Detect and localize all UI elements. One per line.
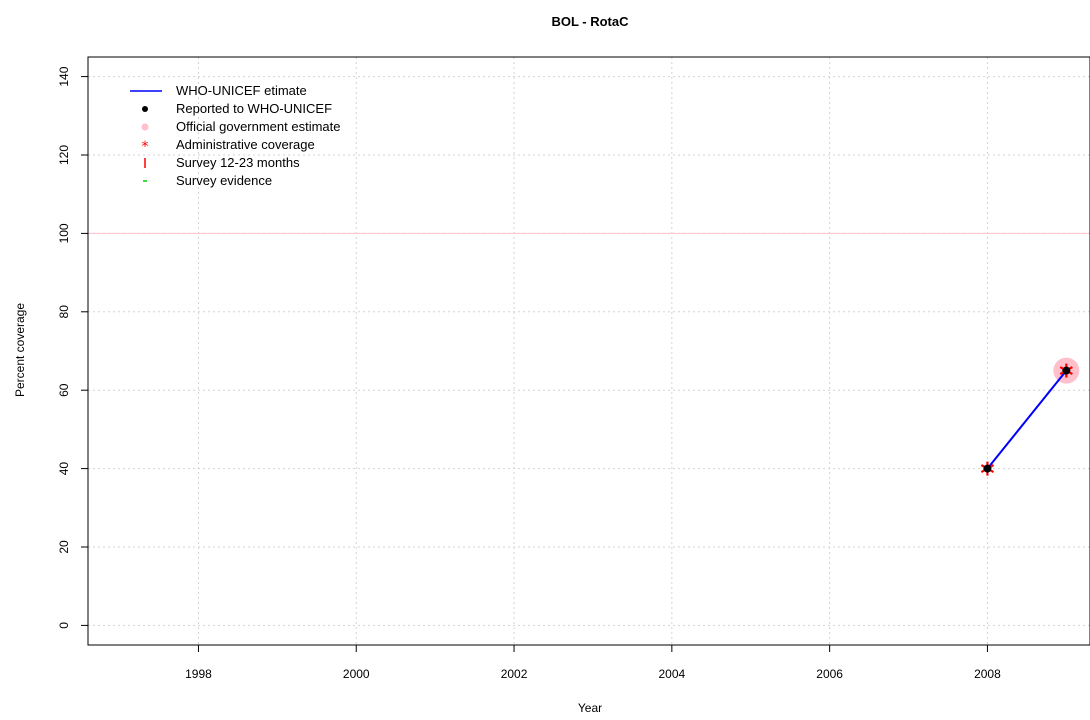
y-tick-label: 0: [57, 622, 71, 629]
x-tick-label: 2008: [974, 667, 1001, 681]
legend-item: WHO-UNICEF etimate: [130, 83, 307, 98]
legend: WHO-UNICEF etimate Reported to WHO-UNICEF…: [130, 83, 341, 188]
x-axis: 1998 2000 2002 2004 2006 2008: [185, 645, 1001, 681]
legend-item: Official government estimate: [141, 119, 341, 134]
x-tick-label: 2002: [501, 667, 528, 681]
x-tick-label: 1998: [185, 667, 212, 681]
legend-item: Survey 12-23 months: [144, 155, 300, 170]
legend-item: * Administrative coverage: [142, 137, 315, 155]
y-axis: 0 20 40 60 80 100 120 140: [57, 66, 88, 629]
plot-frame: [87, 56, 1090, 646]
chart-title: BOL - RotaC: [551, 14, 629, 29]
legend-label: Survey evidence: [176, 173, 272, 188]
legend-label: Official government estimate: [176, 119, 341, 134]
legend-black-dot-symbol: [142, 106, 148, 112]
y-tick-label: 20: [57, 540, 71, 554]
legend-star-symbol: *: [142, 139, 149, 155]
x-tick-label: 2004: [658, 667, 685, 681]
y-axis-label: Percent coverage: [13, 303, 27, 397]
reported-point: [1062, 366, 1071, 375]
y-tick-label: 100: [57, 223, 71, 243]
y-tick-label: 120: [57, 145, 71, 165]
y-tick-label: 80: [57, 305, 71, 319]
legend-label: Survey 12-23 months: [176, 155, 300, 170]
y-tick-label: 40: [57, 462, 71, 476]
x-tick-label: 2000: [343, 667, 370, 681]
legend-label: Reported to WHO-UNICEF: [176, 101, 332, 116]
legend-label: WHO-UNICEF etimate: [176, 83, 307, 98]
y-tick-label: 140: [57, 66, 71, 86]
data-marks: [980, 357, 1080, 476]
x-tick-label: 2006: [816, 667, 843, 681]
legend-pink-dot-symbol: [141, 123, 149, 131]
reported-point: [983, 464, 992, 473]
legend-label: Administrative coverage: [176, 137, 315, 152]
x-axis-label: Year: [578, 701, 602, 715]
grid: [88, 57, 1090, 645]
y-tick-label: 60: [57, 383, 71, 397]
legend-item: Survey evidence: [143, 173, 272, 188]
series-line: [986, 369, 1068, 470]
legend-item: Reported to WHO-UNICEF: [142, 101, 332, 116]
